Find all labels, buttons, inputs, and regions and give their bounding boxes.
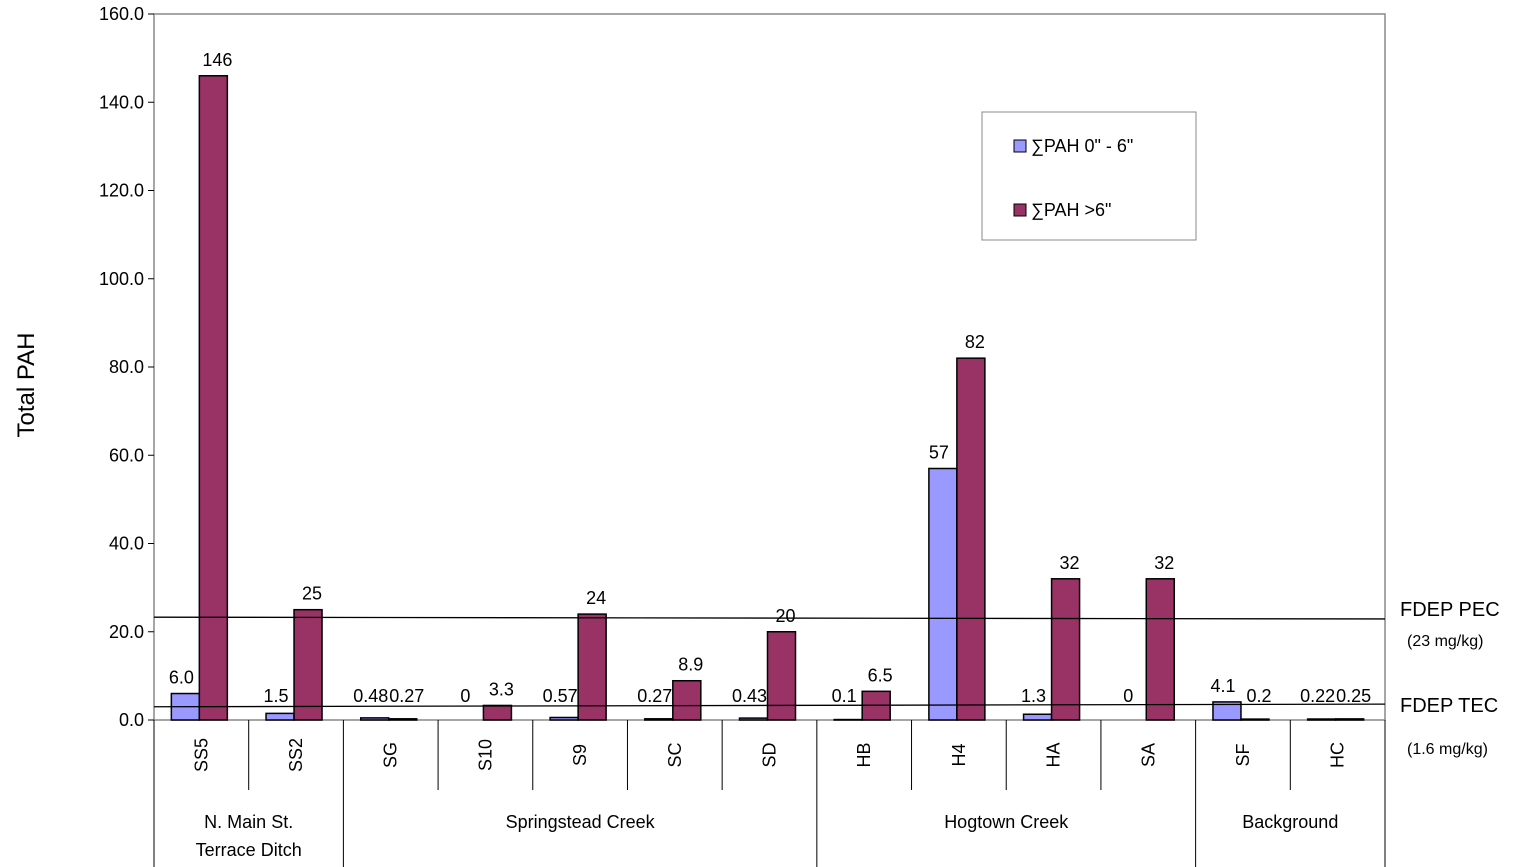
- x-group-label: Springstead Creek: [506, 812, 656, 832]
- data-label-2-s9: 24: [586, 588, 606, 608]
- data-label-1-sd: 0.43: [732, 686, 767, 706]
- data-label-2-hb: 6.5: [868, 665, 893, 685]
- y-tick-label: 120.0: [99, 181, 144, 201]
- bar-2-ss5: [198, 75, 229, 721]
- bar-2-ha: [1050, 578, 1081, 721]
- data-label-1-ss2: 1.5: [264, 686, 289, 706]
- x-tick-label: HC: [1328, 742, 1348, 768]
- data-label-2-sa: 32: [1154, 553, 1174, 573]
- data-label-1-ha: 1.3: [1021, 686, 1046, 706]
- x-tick-label: SF: [1233, 743, 1253, 766]
- bars: [170, 75, 1365, 721]
- data-label-2-hc: 0.25: [1336, 686, 1371, 706]
- x-tick-label: SC: [665, 742, 685, 767]
- x-tick-label: SS2: [286, 738, 306, 772]
- bar-1-ha: [1022, 713, 1053, 721]
- y-axis: 0.0 20.0 40.0 60.0 80.0 100.0 120.0 140.0 160.0: [99, 4, 154, 730]
- bar-1-hc: [1306, 718, 1337, 721]
- legend-swatch-series-1: [1013, 139, 1027, 153]
- bar-1-ss2: [265, 712, 295, 721]
- data-label-1-sc: 0.27: [637, 686, 672, 706]
- bar-1-sc: [644, 718, 674, 721]
- data-label-2-s10: 3.3: [489, 679, 514, 699]
- bar-1-sf: [1212, 701, 1242, 721]
- data-label-1-sf: 4.1: [1210, 676, 1235, 696]
- reference-line-note: (1.6 mg/kg): [1407, 741, 1488, 758]
- y-tick-label: 0.0: [119, 710, 144, 730]
- x-tick-label: SD: [760, 742, 780, 767]
- legend: ∑PAH 0" - 6" ∑PAH >6": [981, 111, 1197, 241]
- y-tick-label: 100.0: [99, 269, 144, 289]
- legend-swatch-series-2: [1013, 203, 1027, 217]
- data-label-2-ss5: 146: [202, 50, 232, 70]
- y-tick-label: 40.0: [109, 534, 144, 554]
- x-group-label: Background: [1242, 812, 1338, 832]
- bar-1-s9: [549, 716, 579, 721]
- bar-1-h4: [928, 467, 958, 721]
- data-label-1-sg: 0.48: [353, 686, 388, 706]
- data-label-2-sc: 8.9: [678, 655, 703, 675]
- bar-2-s10: [482, 704, 513, 721]
- x-tick-label: H4: [949, 743, 969, 766]
- reference-lines: FDEP PEC (23 mg/kg) FDEP TEC (1.6 mg/kg): [153, 599, 1500, 758]
- data-label-2-sd: 20: [775, 606, 795, 626]
- bar-2-hc: [1334, 718, 1365, 721]
- bar-2-sd: [766, 631, 797, 721]
- x-tick-label: HB: [854, 742, 874, 767]
- x-tick-label: SS5: [191, 738, 211, 772]
- bar-2-sf: [1240, 718, 1270, 721]
- x-tick-label: S9: [570, 744, 590, 766]
- reference-line-1: [153, 616, 1386, 620]
- legend-box: [981, 111, 1197, 241]
- reference-line-2: [153, 703, 1386, 708]
- x-tick-label: S10: [475, 739, 495, 771]
- reference-line-label: FDEP PEC: [1400, 599, 1500, 621]
- y-tick-label: 20.0: [109, 622, 144, 642]
- data-label-2-sg: 0.27: [389, 686, 424, 706]
- data-label-1-sa: 0: [1123, 686, 1133, 706]
- data-label-2-h4: 82: [965, 332, 985, 352]
- data-label-2-ha: 32: [1060, 553, 1080, 573]
- bar-2-h4: [956, 357, 986, 721]
- plot-frame: [153, 13, 1386, 721]
- reference-line-label: FDEP TEC: [1400, 695, 1498, 717]
- data-label-1-s9: 0.57: [543, 686, 578, 706]
- legend-label-series-1: ∑PAH 0" - 6": [1031, 136, 1133, 156]
- bar-2-sc: [672, 679, 702, 721]
- data-label-2-ss2: 25: [302, 584, 322, 604]
- x-tick-label: SG: [381, 742, 401, 768]
- x-group-label: N. Main St. Terrace Ditch: [196, 812, 302, 860]
- bar-1-sg: [359, 717, 390, 721]
- y-tick-label: 80.0: [109, 357, 144, 377]
- bar-2-ss2: [293, 608, 323, 721]
- bar-2-s9: [577, 613, 607, 721]
- data-label-1-s10: 0: [460, 686, 470, 706]
- x-tick-label: HA: [1044, 742, 1064, 767]
- bar-2-sg: [387, 718, 418, 721]
- x-axis: SS5 SS2 SG S10 S9 SC SD HB H4 HA SA SF HC N. Main St.…: [153, 720, 1386, 867]
- data-label-2-sf: 0.2: [1246, 686, 1271, 706]
- x-group-label: Hogtown Creek: [944, 812, 1069, 832]
- bar-2-sa: [1145, 578, 1176, 721]
- y-axis-title: Total PAH: [13, 333, 40, 438]
- data-label-1-hb: 0.1: [832, 686, 857, 706]
- x-tick-label: SA: [1138, 743, 1158, 767]
- data-label-1-h4: 57: [929, 442, 949, 462]
- reference-line-note: (23 mg/kg): [1407, 633, 1483, 650]
- bar-1-sd: [738, 717, 769, 721]
- data-label-1-ss5: 6.0: [169, 668, 194, 688]
- data-label-1-hc: 0.22: [1300, 686, 1335, 706]
- y-tick-label: 140.0: [99, 92, 144, 112]
- y-tick-label: 60.0: [109, 445, 144, 465]
- legend-label-series-2: ∑PAH >6": [1031, 200, 1111, 220]
- y-tick-label: 160.0: [99, 4, 144, 24]
